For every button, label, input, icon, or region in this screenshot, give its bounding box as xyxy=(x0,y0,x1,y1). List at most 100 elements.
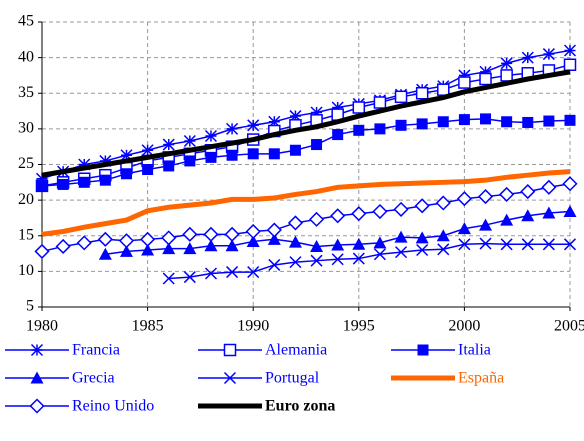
marker xyxy=(351,206,367,222)
marker xyxy=(204,129,217,143)
marker-shape xyxy=(162,242,176,255)
marker-shape xyxy=(500,213,514,226)
marker xyxy=(55,238,71,254)
marker-shape xyxy=(266,222,282,238)
marker xyxy=(57,178,69,190)
y-tick-label: 20 xyxy=(18,191,34,208)
marker-stroke xyxy=(542,238,555,251)
marker-shape xyxy=(310,239,324,252)
marker-shape xyxy=(118,233,135,249)
marker-shape xyxy=(458,76,471,89)
marker xyxy=(458,76,471,89)
marker xyxy=(120,168,132,180)
marker xyxy=(332,129,344,141)
marker xyxy=(500,213,514,226)
y-tick-label: 40 xyxy=(18,48,34,65)
marker xyxy=(30,343,44,357)
marker xyxy=(311,139,323,151)
marker-shape xyxy=(456,191,472,207)
marker xyxy=(479,218,493,231)
marker xyxy=(393,201,409,217)
marker-shape xyxy=(542,206,556,219)
marker-shape xyxy=(287,215,304,231)
marker xyxy=(267,232,281,245)
marker-shape xyxy=(522,116,534,128)
marker-shape xyxy=(120,168,132,180)
marker xyxy=(374,123,386,135)
marker xyxy=(162,242,176,255)
marker-shape xyxy=(223,343,237,357)
marker-shape xyxy=(437,116,449,128)
marker xyxy=(437,243,450,256)
marker xyxy=(353,124,365,136)
marker xyxy=(226,149,238,161)
marker xyxy=(183,242,197,255)
marker xyxy=(564,114,576,126)
marker-shape xyxy=(226,149,238,161)
marker-stroke xyxy=(268,258,281,271)
marker xyxy=(499,186,515,202)
marker xyxy=(563,44,577,57)
legend-item: Grecia xyxy=(5,370,115,387)
marker xyxy=(141,144,154,157)
legend-label: España xyxy=(458,370,504,387)
marker xyxy=(457,222,471,235)
series-line xyxy=(41,69,571,178)
legend-item: Reino Unido xyxy=(5,398,154,415)
marker xyxy=(563,238,577,251)
marker xyxy=(225,239,239,252)
marker xyxy=(417,344,429,356)
marker xyxy=(435,195,451,211)
marker xyxy=(226,122,239,135)
marker xyxy=(205,151,217,163)
marker-shape xyxy=(372,203,388,220)
marker xyxy=(479,72,492,86)
marker-shape xyxy=(436,229,450,242)
marker xyxy=(98,247,112,260)
y-tick-label: 30 xyxy=(18,120,34,137)
marker xyxy=(36,180,48,192)
marker xyxy=(223,343,237,357)
marker-shape xyxy=(416,118,428,130)
marker-stroke xyxy=(331,253,344,266)
marker-stroke xyxy=(247,266,260,279)
marker-shape xyxy=(352,101,366,114)
marker xyxy=(30,371,44,384)
marker-shape xyxy=(415,231,429,244)
marker xyxy=(247,266,260,279)
marker-shape xyxy=(437,83,450,96)
marker-shape xyxy=(373,236,387,249)
marker xyxy=(330,208,346,224)
marker-shape xyxy=(29,398,45,414)
marker xyxy=(119,244,133,257)
marker-stroke xyxy=(437,243,450,256)
marker xyxy=(310,239,324,252)
marker xyxy=(287,215,304,231)
marker xyxy=(204,239,218,252)
y-tick-label: 45 xyxy=(18,13,34,30)
marker xyxy=(268,258,281,271)
marker-shape xyxy=(99,174,111,186)
marker xyxy=(480,113,492,125)
marker-shape xyxy=(435,195,451,211)
marker-shape xyxy=(34,243,50,259)
marker-stroke xyxy=(162,272,175,285)
marker-shape xyxy=(289,144,301,156)
marker-shape xyxy=(479,72,492,86)
marker xyxy=(34,243,50,259)
x-tick-label: 1980 xyxy=(26,318,58,335)
marker xyxy=(563,58,577,71)
marker-stroke xyxy=(416,243,429,257)
marker xyxy=(162,138,175,151)
legend-label: Alemania xyxy=(265,342,327,359)
marker-shape xyxy=(224,226,240,242)
marker xyxy=(245,223,261,240)
marker-shape xyxy=(140,231,156,247)
marker-shape xyxy=(352,237,366,250)
marker xyxy=(223,371,237,385)
marker xyxy=(373,96,387,109)
marker xyxy=(204,267,217,280)
marker-shape xyxy=(374,123,386,135)
marker xyxy=(521,209,535,222)
